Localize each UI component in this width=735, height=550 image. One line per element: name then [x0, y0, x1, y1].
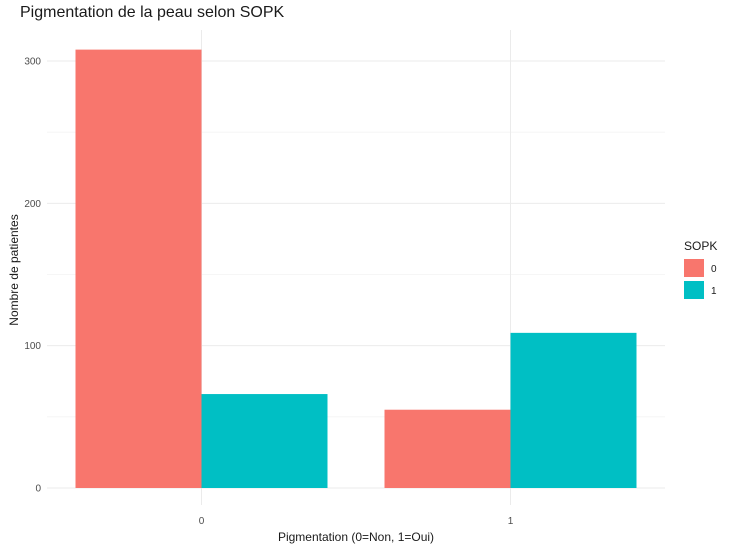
legend: SOPK 0 1: [684, 239, 717, 299]
bar-0-sopk-1: [201, 394, 328, 488]
bar-0-sopk-0: [75, 49, 202, 488]
legend-label-0: 0: [711, 264, 717, 275]
y-tick-label: 100: [24, 341, 41, 352]
y-axis-title: Nombre de patientes: [7, 214, 21, 325]
x-axis-title: Pigmentation (0=Non, 1=Oui): [278, 530, 434, 544]
legend-title: SOPK: [684, 239, 717, 253]
legend-label-1: 1: [711, 286, 717, 297]
legend-swatch-1: [684, 281, 704, 299]
x-tick-label: 1: [508, 516, 514, 527]
chart-title: Pigmentation de la peau selon SOPK: [20, 4, 285, 21]
bar-1-sopk-1: [510, 332, 637, 488]
bars: [75, 49, 637, 488]
y-tick-label: 300: [24, 57, 41, 68]
x-tick-label: 0: [199, 516, 205, 527]
legend-swatch-0: [684, 259, 704, 277]
y-tick-label: 0: [35, 484, 41, 495]
bar-1-sopk-0: [384, 409, 511, 488]
y-axis-ticks: 0 100 200 300: [24, 57, 41, 495]
y-tick-label: 200: [24, 199, 41, 210]
